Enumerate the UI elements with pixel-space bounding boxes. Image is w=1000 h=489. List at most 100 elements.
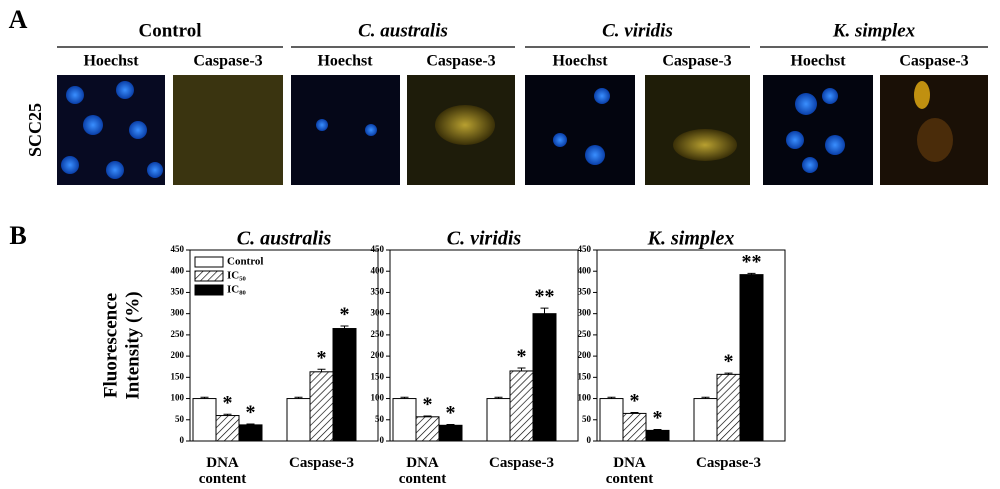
- channel-label: Hoechst: [83, 53, 139, 70]
- panel-label: A: [9, 5, 28, 34]
- error-bar: [446, 423, 455, 426]
- significance-mark: *: [446, 402, 456, 424]
- legend-label: IC₅₀: [227, 270, 247, 282]
- legend-swatch: [194, 256, 224, 268]
- error-bar: [400, 396, 409, 399]
- y-tick-label: 50: [582, 414, 592, 424]
- error-bar: [317, 368, 326, 372]
- error-bar: [724, 372, 733, 375]
- significance-mark: *: [340, 304, 350, 326]
- y-tick-label: 0: [180, 435, 185, 445]
- y-tick-label: 400: [578, 265, 592, 275]
- chart-title: K. simplex: [647, 228, 735, 250]
- significance-mark: *: [246, 402, 256, 424]
- y-tick-label: 350: [171, 287, 185, 297]
- plot-frame: [596, 249, 786, 442]
- y-tick-label: 350: [578, 287, 592, 297]
- significance-mark: *: [317, 347, 327, 369]
- y-tick-label: 400: [171, 265, 185, 275]
- y-tick-label: 400: [371, 265, 385, 275]
- channel-label: Hoechst: [552, 53, 608, 70]
- channel-label: Caspase-3: [193, 53, 262, 70]
- micrograph: [173, 75, 283, 185]
- bar: [509, 370, 534, 442]
- bar: [415, 416, 440, 442]
- y-axis-label: Fluorescence: [100, 293, 121, 398]
- significance-mark: *: [223, 392, 233, 414]
- y-tick-label: 300: [171, 308, 185, 318]
- error-bar: [223, 413, 232, 416]
- group-title: C. australis: [358, 20, 448, 41]
- error-bar: [701, 396, 710, 399]
- x-category-label: Caspase-3: [288, 455, 354, 471]
- micrograph: [763, 75, 873, 185]
- significance-mark: *: [653, 407, 663, 429]
- error-bar: [607, 396, 616, 399]
- chart-title: C. viridis: [447, 228, 522, 250]
- channel-label: Hoechst: [317, 53, 373, 70]
- x-category-label: Caspase-3: [488, 455, 554, 471]
- bar: [392, 398, 417, 442]
- y-tick-label: 150: [371, 371, 385, 381]
- y-tick-label: 450: [578, 244, 592, 254]
- y-tick-label: 50: [175, 414, 185, 424]
- panel-label: B: [9, 221, 26, 250]
- y-tick-label: 150: [171, 371, 185, 381]
- micrographs: [57, 75, 988, 185]
- legend-label: Control: [227, 256, 263, 268]
- bar: [693, 398, 718, 442]
- significance-mark: *: [724, 351, 734, 373]
- legend-label: IC₈₀: [227, 284, 247, 296]
- bar: [532, 313, 557, 442]
- error-bar: [200, 396, 209, 399]
- bar: [716, 373, 741, 442]
- bar: [486, 398, 511, 442]
- y-tick-label: 100: [371, 393, 385, 403]
- significance-mark: **: [742, 251, 762, 273]
- legend-swatch: [194, 270, 224, 282]
- legend-swatch: [194, 284, 224, 296]
- x-category-label: DNA content: [605, 455, 654, 487]
- channel-label: Hoechst: [790, 53, 846, 70]
- y-tick-label: 250: [578, 329, 592, 339]
- plot-frame: [189, 249, 379, 442]
- y-tick-label: 300: [371, 308, 385, 318]
- plot-frame: [389, 249, 579, 442]
- x-category-label: Caspase-3: [695, 455, 761, 471]
- error-bar: [246, 423, 255, 425]
- y-tick-label: 150: [578, 371, 592, 381]
- channel-label: Caspase-3: [662, 53, 731, 70]
- significance-mark: *: [517, 346, 527, 368]
- channel-label: Caspase-3: [899, 53, 968, 70]
- x-category-label: DNA content: [398, 455, 447, 487]
- error-bar: [747, 272, 756, 275]
- y-tick-label: 50: [375, 414, 385, 424]
- y-tick-label: 250: [371, 329, 385, 339]
- micrograph: [525, 75, 635, 185]
- bar: [309, 371, 334, 442]
- significance-mark: *: [630, 390, 640, 412]
- bar: [332, 328, 357, 442]
- y-tick-label: 350: [371, 287, 385, 297]
- error-bar: [494, 396, 503, 399]
- bar: [238, 424, 263, 442]
- group-title: K. simplex: [832, 20, 916, 41]
- x-category-label: DNA content: [198, 455, 247, 487]
- bar: [645, 429, 670, 442]
- bar: [622, 412, 647, 442]
- error-bar: [340, 325, 349, 329]
- error-bar: [540, 307, 549, 314]
- bar: [192, 398, 217, 442]
- y-tick-label: 200: [578, 350, 592, 360]
- significance-mark: *: [423, 394, 433, 416]
- significance-mark: **: [535, 286, 555, 308]
- bar: [215, 415, 240, 442]
- bar: [286, 398, 311, 442]
- y-tick-label: 0: [587, 435, 592, 445]
- row-label: SCC25: [25, 103, 45, 157]
- bar: [739, 274, 764, 442]
- error-bar: [630, 412, 639, 414]
- group-title: C. viridis: [602, 20, 673, 41]
